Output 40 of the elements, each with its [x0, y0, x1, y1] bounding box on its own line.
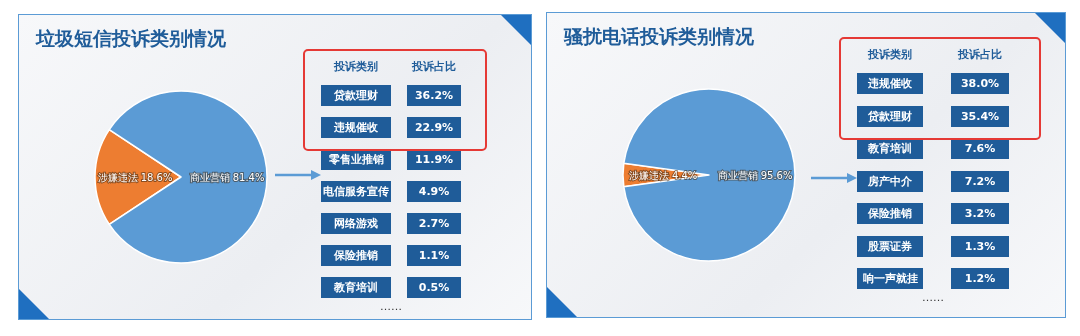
text: 4.9% [418, 185, 450, 198]
category-label: 保险推销 [857, 203, 923, 224]
text: …… [921, 291, 945, 304]
text: 投诉占比 [957, 47, 1003, 62]
category-label: 教育培训 [321, 277, 391, 298]
chart-title: 骚扰电话投诉类别情况 [563, 24, 755, 47]
category-label: 违规催收 [321, 117, 391, 138]
category-label: 违规催收 [857, 73, 923, 94]
text: 投诉占比 [411, 59, 457, 74]
category-label: 股票证券 [857, 235, 923, 257]
text: 0.5% [418, 281, 450, 294]
legend-label: 商业营销 95.6% [717, 169, 793, 181]
text: 投诉类别 [333, 59, 379, 74]
text: 1.1% [418, 249, 450, 262]
category-label: 保险推销 [321, 245, 391, 266]
text: 2.7% [418, 217, 450, 230]
category-label: 响一声就挂 [857, 268, 923, 289]
category-label: 贷款理财 [857, 105, 923, 127]
text: 35.4% [960, 109, 1000, 123]
category-label: 贷款理财 [321, 85, 391, 106]
chart-title: 垃圾短信投诉类别情况 [35, 26, 227, 49]
category-label: 教育培训 [857, 138, 923, 159]
category-label: 房产中介 [857, 170, 923, 192]
text: 36.2% [414, 89, 454, 102]
text: 38.0% [960, 77, 1000, 90]
text: 7.2% [964, 174, 996, 188]
text: 1.2% [964, 272, 996, 285]
slice-label: 涉嫌违法 4.4% [628, 169, 698, 181]
category-label: 零售业推销 [321, 149, 391, 170]
category-label: 网络游戏 [321, 213, 391, 234]
legend-label: 商业营销 81.4% [189, 171, 265, 183]
slice-label: 涉嫌违法 18.6% [97, 171, 173, 183]
text: 7.6% [964, 142, 996, 155]
category-label: 电信服务宣传 [321, 181, 391, 202]
text: 1.3% [964, 239, 996, 253]
text: 11.9% [414, 153, 454, 166]
text: 3.2% [964, 207, 996, 220]
text: 22.9% [414, 121, 454, 134]
text: …… [379, 300, 403, 313]
text: 投诉类别 [867, 47, 913, 62]
